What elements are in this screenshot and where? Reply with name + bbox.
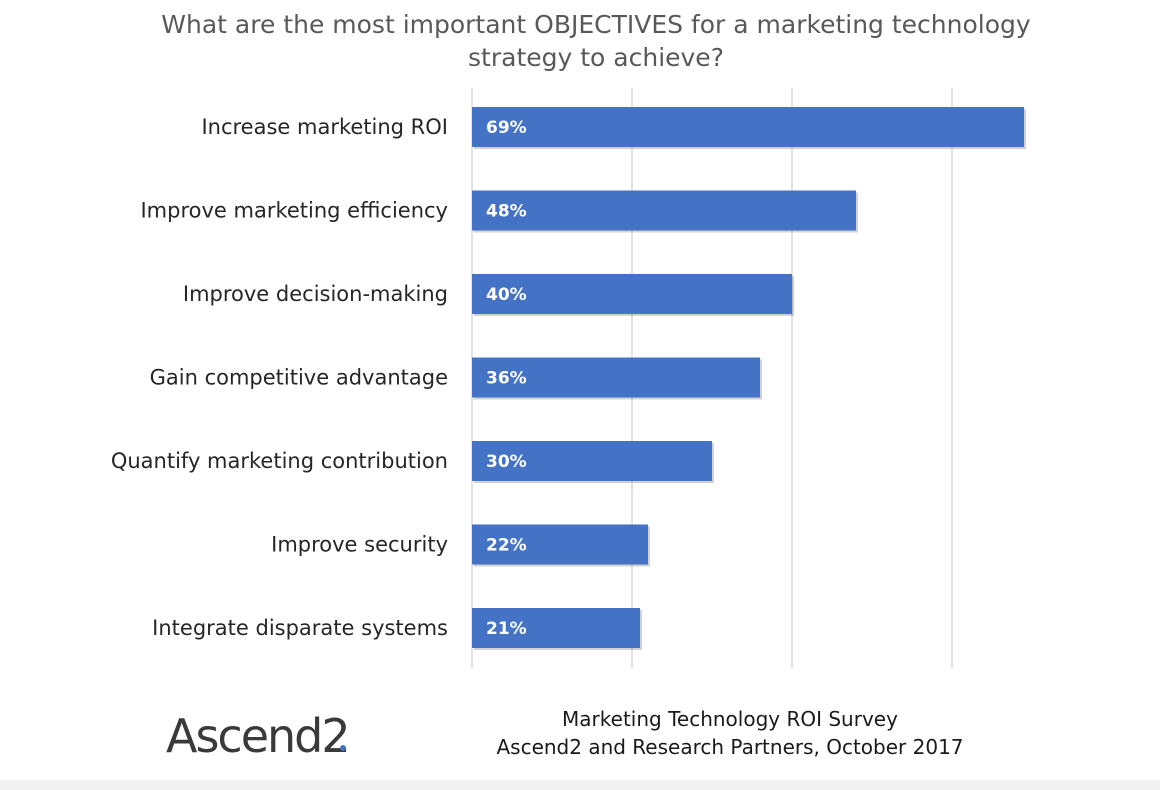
category-label-0: Increase marketing ROI — [201, 115, 448, 139]
bar-1 — [472, 190, 856, 231]
source-note: Marketing Technology ROI Survey Ascend2 … — [496, 707, 963, 759]
category-label-4: Quantify marketing contribution — [111, 449, 448, 473]
chart-title: What are the most important OBJECTIVES f… — [161, 10, 1031, 72]
chart-title-line-2: strategy to achieve? — [468, 43, 724, 72]
category-label-6: Integrate disparate systems — [152, 616, 448, 640]
value-label-6: 21% — [486, 619, 527, 639]
value-label-2: 40% — [486, 285, 527, 305]
source-line-1: Marketing Technology ROI Survey — [562, 707, 898, 731]
bar-5 — [472, 524, 648, 565]
value-labels: 69% 48% 40% 36% 30% 22% 21% — [486, 118, 527, 639]
bars — [472, 107, 1026, 650]
value-label-3: 36% — [486, 369, 527, 389]
ascend2-logo: Ascend2 — [166, 709, 351, 763]
source-line-2: Ascend2 and Research Partners, October 2… — [496, 735, 963, 759]
category-label-5: Improve security — [271, 533, 448, 557]
category-label-3: Gain competitive advantage — [150, 366, 448, 390]
bar-2 — [472, 274, 792, 314]
bar-4 — [472, 441, 712, 481]
bar-6 — [472, 608, 640, 648]
category-label-1: Improve marketing efficiency — [140, 199, 448, 223]
value-label-0: 69% — [486, 118, 527, 138]
logo-dot — [340, 745, 346, 751]
chart-title-line-1: What are the most important OBJECTIVES f… — [161, 10, 1031, 39]
value-label-1: 48% — [486, 202, 527, 222]
footer-strip — [0, 780, 1160, 790]
category-label-2: Improve decision-making — [183, 282, 448, 306]
value-label-4: 30% — [486, 452, 527, 472]
value-label-5: 22% — [486, 536, 527, 556]
category-labels: Increase marketing ROI Improve marketing … — [111, 115, 448, 640]
logo-text: Ascend2 — [166, 709, 349, 763]
bar-0 — [472, 107, 1024, 147]
bar-3 — [472, 357, 760, 398]
